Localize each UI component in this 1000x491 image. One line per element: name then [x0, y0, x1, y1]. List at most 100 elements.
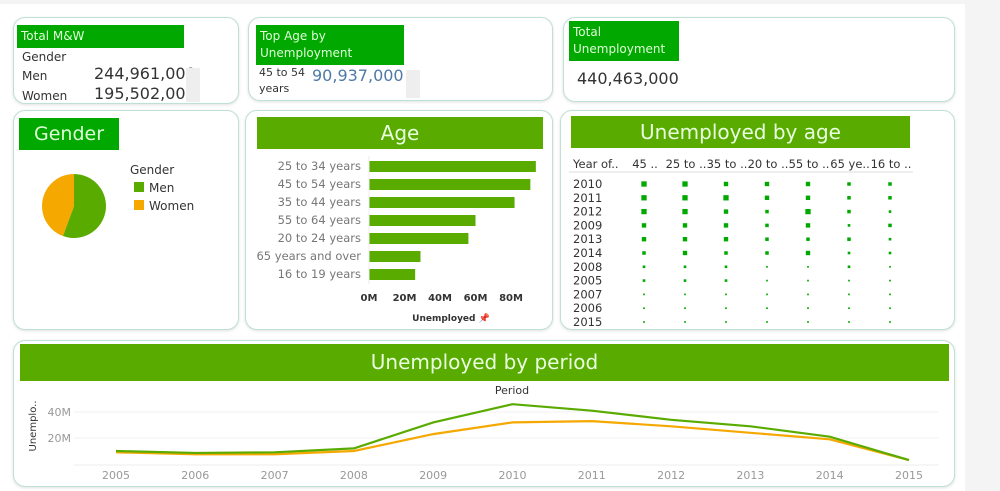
heat-mark [889, 279, 891, 282]
gender-title: Gender [19, 118, 119, 150]
heat-mark [848, 321, 850, 323]
heat-mark [766, 293, 768, 296]
heat-mark [682, 181, 688, 187]
heat-mark [683, 265, 687, 269]
gender-card: Gender Gender Men Women [13, 110, 239, 330]
x-tick-label: 2013 [736, 469, 764, 482]
unemployed-by-age-title: Unemployed by age [571, 116, 910, 148]
legend-men-label: Men [149, 181, 175, 195]
heat-mark [723, 181, 729, 187]
x-tick-label: 2011 [578, 469, 606, 482]
heat-mark [889, 307, 891, 310]
heat-mark [725, 293, 727, 296]
x-tick-label: 2014 [816, 469, 844, 482]
column-header: 20 to .. [748, 157, 789, 171]
total-mw-title: Total M&W [17, 25, 184, 48]
column-header: 16 to .. [871, 157, 912, 171]
heat-mark [847, 196, 851, 200]
heat-mark [847, 251, 851, 255]
heat-mark [766, 321, 768, 323]
scrollbar[interactable] [406, 70, 420, 98]
heat-mark [684, 307, 686, 310]
row-header: Year of.. [572, 157, 619, 171]
row-label: 2012 [573, 205, 602, 219]
dashboard: Total M&W Gender Men 244,961,000 Women 1… [0, 4, 965, 491]
bar-label: 45 to 54 years [278, 177, 361, 191]
heat-mark [684, 293, 686, 296]
legend-women[interactable]: Women [134, 199, 194, 213]
heat-mark [684, 321, 686, 323]
x-tick-label: 2008 [340, 469, 368, 482]
bar-label: 55 to 64 years [278, 213, 361, 227]
heat-mark [805, 250, 811, 256]
age-card: Age 25 to 34 years 45 to 54 years 35 to 44… [245, 110, 553, 330]
row-label: 2009 [573, 218, 602, 232]
row-label: 2008 [573, 260, 602, 274]
heat-mark [807, 321, 809, 323]
bar [369, 179, 531, 190]
y-axis-title: Unemplo.. [28, 401, 39, 452]
heat-mark [807, 279, 809, 282]
column-header: 55 to .. [789, 157, 830, 171]
heat-mark [847, 209, 851, 214]
column-header: 45 .. [632, 157, 658, 171]
top-age-label-line1: 45 to 54 [259, 66, 306, 79]
heat-mark [764, 181, 770, 187]
heat-mark [643, 307, 645, 310]
pie-slice-women [41, 174, 74, 237]
heat-mark [723, 195, 729, 201]
heat-mark [807, 293, 809, 296]
bar-label: 16 to 19 years [278, 267, 361, 281]
heat-mark [641, 208, 647, 215]
heat-mark [641, 223, 647, 228]
heat-mark [725, 307, 727, 310]
gender-pie [41, 174, 106, 238]
column-header: 65 ye.. [830, 157, 869, 171]
heat-mark [805, 208, 811, 215]
row-label: 2011 [573, 191, 602, 205]
x-tick-label: 2006 [181, 469, 209, 482]
heat-mark [764, 195, 770, 200]
x-tick-label: 80M [499, 293, 523, 304]
y-tick-label: 20M [48, 432, 72, 445]
heat-mark [682, 237, 688, 242]
heat-mark [888, 251, 892, 255]
x-tick-label: 40M [428, 293, 452, 304]
bar [369, 233, 469, 244]
heat-mark [805, 223, 811, 228]
heat-mark [889, 321, 891, 323]
heat-mark [765, 237, 769, 241]
scrollbar[interactable] [186, 68, 200, 102]
heat-mark [643, 293, 645, 296]
series-line-1 [115, 403, 910, 462]
x-tick-label: 2010 [499, 469, 527, 482]
heat-mark [766, 279, 768, 282]
heat-mark [847, 224, 851, 227]
bar-label: 25 to 34 years [278, 159, 361, 173]
chart-title: Period [495, 384, 529, 397]
column-header: 35 to .. [707, 157, 748, 171]
heat-mark [723, 209, 729, 214]
heat-mark [723, 223, 729, 228]
heat-mark [847, 182, 851, 186]
heat-mark [806, 237, 810, 241]
heat-mark [641, 195, 647, 201]
gender-column-header: Gender [22, 50, 67, 64]
row-label: 2005 [573, 274, 602, 288]
heat-mark [724, 265, 728, 269]
x-tick-label: 20M [393, 293, 417, 304]
x-tick-label: 2009 [419, 469, 447, 482]
age-title: Age [257, 117, 543, 149]
x-tick-label: 2015 [895, 469, 923, 482]
legend-men[interactable]: Men [134, 181, 174, 195]
heat-mark [766, 307, 768, 310]
x-tick-label: 2005 [102, 469, 130, 482]
women-label: Women [22, 89, 68, 103]
top-age-value: 90,937,000 [312, 66, 404, 85]
total-mw-card: Total M&W Gender Men 244,961,000 Women 1… [13, 17, 239, 104]
heat-mark [642, 279, 646, 282]
legend-women-label: Women [149, 199, 195, 213]
row-label: 2006 [573, 301, 602, 315]
heat-mark [765, 223, 769, 228]
heat-mark [889, 265, 891, 268]
